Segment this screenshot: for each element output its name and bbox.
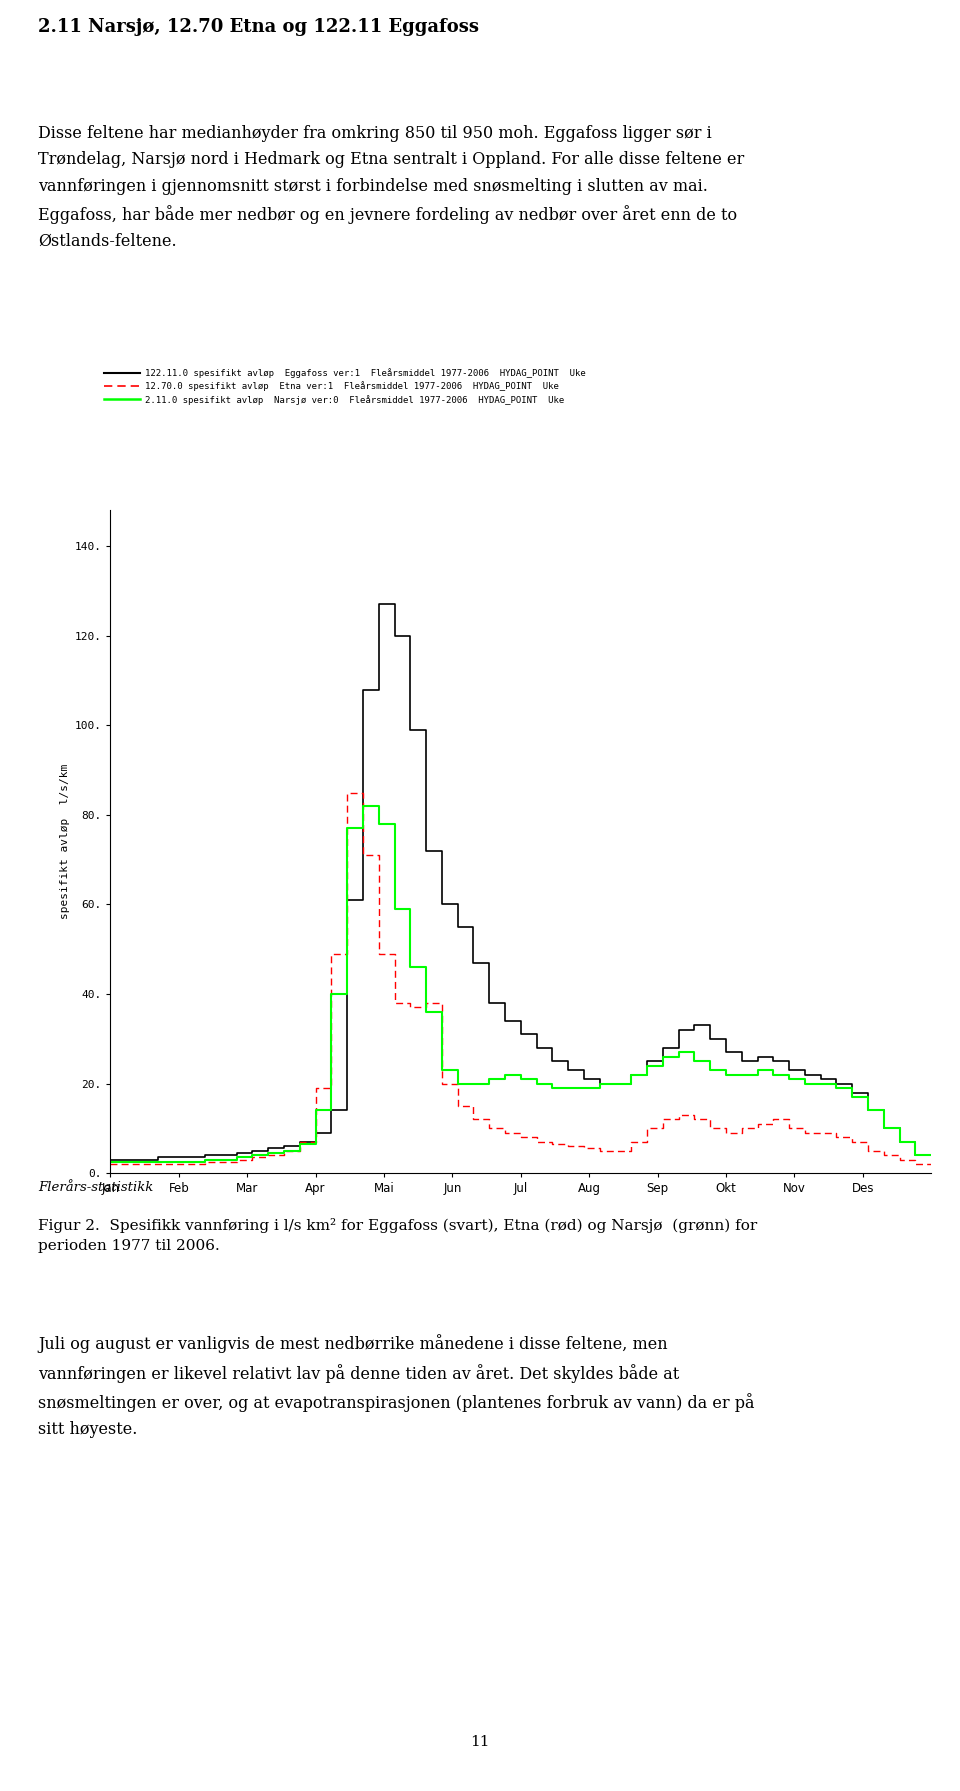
- Legend: 122.11.0 spesifikt avløp  Eggafoss ver:1  Fleårsmiddel 1977-2006  HYDAG_POINT  U: 122.11.0 spesifikt avløp Eggafoss ver:1 …: [101, 365, 589, 408]
- Y-axis label: spesifikt avløp  l/s/km: spesifikt avløp l/s/km: [60, 765, 70, 919]
- Text: 11: 11: [470, 1735, 490, 1748]
- Text: Juli og august er vanligvis de mest nedbørrike månedene i disse feltene, men
van: Juli og august er vanligvis de mest nedb…: [38, 1334, 755, 1438]
- Text: Flerårs-statistikk: Flerårs-statistikk: [38, 1180, 154, 1195]
- Text: 2.11 Narsjø, 12.70 Etna og 122.11 Eggafoss: 2.11 Narsjø, 12.70 Etna og 122.11 Eggafo…: [38, 18, 479, 36]
- Text: Figur 2.  Spesifikk vannføring i l/s km² for Eggafoss (svart), Etna (rød) og Nar: Figur 2. Spesifikk vannføring i l/s km² …: [38, 1218, 757, 1254]
- Text: Disse feltene har medianhøyder fra omkring 850 til 950 moh. Eggafoss ligger sør : Disse feltene har medianhøyder fra omkri…: [38, 125, 745, 251]
